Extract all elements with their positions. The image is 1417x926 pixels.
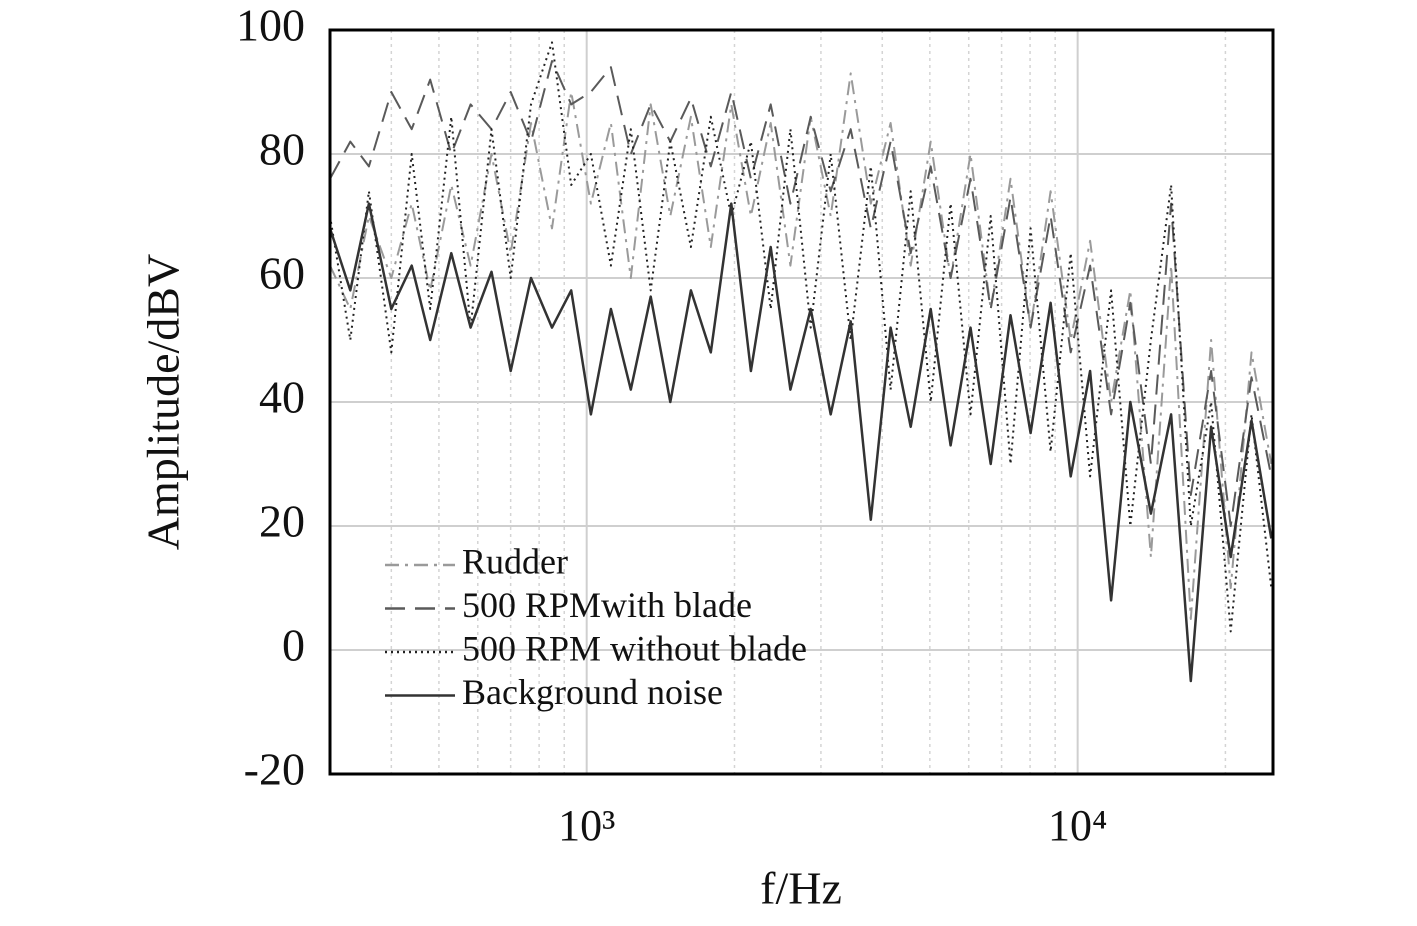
y-axis-label: Amplitude/dBV <box>138 254 189 550</box>
x-tick-label: 10⁴ <box>1048 801 1107 850</box>
x-axis-label: f/Hz <box>760 863 842 914</box>
plot-lines <box>330 41 1273 683</box>
tick-labels: -20 0 20 40 60 80 100 10³ 10⁴ <box>236 0 1107 850</box>
legend-label: Background noise <box>462 672 723 712</box>
y-tick-label: 0 <box>282 620 305 671</box>
legend-label: 500 RPM without blade <box>462 628 807 668</box>
y-tick-label: 100 <box>236 0 305 51</box>
y-tick-label: -20 <box>244 744 305 795</box>
legend-label: Rudder <box>462 541 568 581</box>
series-line <box>330 72 1273 620</box>
y-tick-label: 80 <box>259 124 305 175</box>
y-tick-label: 20 <box>259 496 305 547</box>
series-line <box>330 60 1273 527</box>
y-tick-label: 40 <box>259 372 305 423</box>
y-tick-label: 60 <box>259 248 305 299</box>
x-tick-label: 10³ <box>558 801 615 850</box>
series-line <box>330 202 1273 683</box>
legend-label: 500 RPMwith blade <box>462 585 752 625</box>
plot-frame <box>328 28 1275 776</box>
